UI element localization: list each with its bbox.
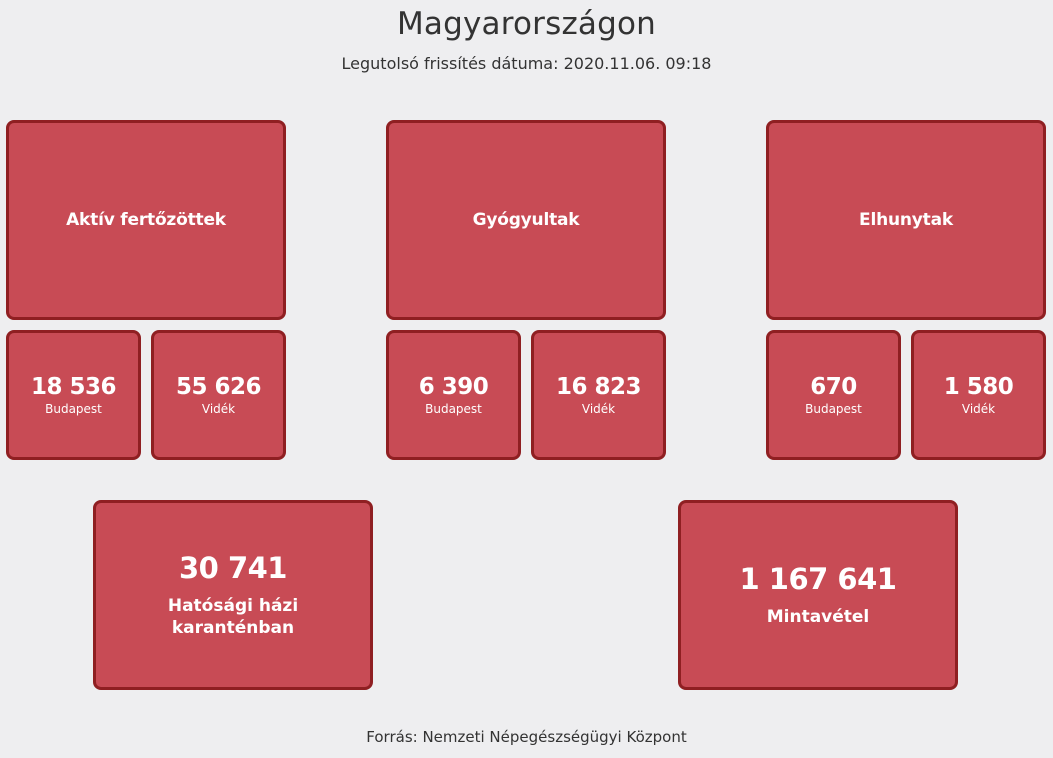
sampling-value: 1 167 641	[739, 562, 897, 596]
active-budapest-label: Budapest	[45, 402, 102, 416]
recovered-countryside-value: 16 823	[555, 374, 642, 400]
deceased-countryside-value: 1 580	[943, 374, 1014, 400]
active-countryside-label: Vidék	[201, 402, 236, 416]
recovered-budapest-value: 6 390	[418, 374, 489, 400]
active-infected-title: Aktív fertőzöttek	[66, 210, 226, 230]
quarantine-card: 30 741 Hatósági házi karanténban	[93, 500, 373, 690]
deceased-countryside-card: 1 580 Vidék	[911, 330, 1046, 460]
recovered-budapest-card: 6 390 Budapest	[386, 330, 521, 460]
sampling-card: 1 167 641 Mintavétel	[678, 500, 958, 690]
quarantine-value: 30 741	[179, 551, 288, 585]
active-countryside-card: 55 626 Vidék	[151, 330, 286, 460]
recovered-title: Gyógyultak	[472, 210, 580, 230]
deceased-card: Elhunytak	[766, 120, 1046, 320]
active-budapest-value: 18 536	[30, 374, 117, 400]
page-title: Magyarországon	[396, 6, 657, 42]
deceased-title: Elhunytak	[859, 210, 953, 230]
recovered-budapest-label: Budapest	[425, 402, 482, 416]
deceased-budapest-card: 670 Budapest	[766, 330, 901, 460]
active-countryside-value: 55 626	[175, 374, 262, 400]
recovered-countryside-card: 16 823 Vidék	[531, 330, 666, 460]
recovered-card: Gyógyultak	[386, 120, 666, 320]
active-budapest-card: 18 536 Budapest	[6, 330, 141, 460]
sampling-label: Mintavétel	[766, 607, 870, 627]
quarantine-label: Hatósági házi karanténban	[167, 596, 299, 638]
last-updated-text: Legutolsó frissítés dátuma: 2020.11.06. …	[341, 54, 712, 73]
deceased-countryside-label: Vidék	[961, 402, 996, 416]
deceased-budapest-value: 670	[810, 374, 857, 400]
deceased-budapest-label: Budapest	[805, 402, 862, 416]
source-text: Forrás: Nemzeti Népegészségügyi Központ	[366, 728, 687, 746]
recovered-countryside-label: Vidék	[581, 402, 616, 416]
active-infected-card: Aktív fertőzöttek	[6, 120, 286, 320]
